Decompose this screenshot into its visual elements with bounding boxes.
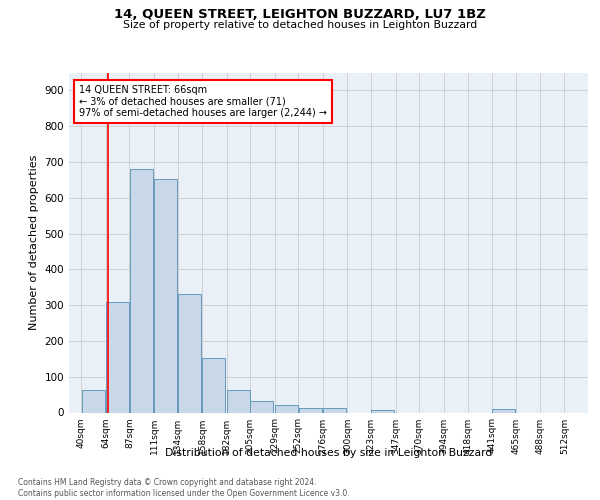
Y-axis label: Number of detached properties: Number of detached properties: [29, 155, 39, 330]
Bar: [227, 390, 250, 412]
Text: Contains HM Land Registry data © Crown copyright and database right 2024.
Contai: Contains HM Land Registry data © Crown c…: [18, 478, 350, 498]
Bar: [154, 179, 177, 412]
Bar: [202, 358, 226, 412]
Text: Size of property relative to detached houses in Leighton Buzzard: Size of property relative to detached ho…: [123, 20, 477, 30]
Bar: [371, 410, 394, 412]
Bar: [106, 302, 129, 412]
Text: 14 QUEEN STREET: 66sqm
← 3% of detached houses are smaller (71)
97% of semi-deta: 14 QUEEN STREET: 66sqm ← 3% of detached …: [79, 84, 327, 117]
Bar: [178, 294, 201, 412]
Bar: [323, 408, 346, 412]
Bar: [299, 408, 322, 412]
Bar: [82, 390, 104, 412]
Bar: [130, 169, 152, 412]
Bar: [275, 404, 298, 412]
Bar: [250, 401, 274, 412]
Text: Distribution of detached houses by size in Leighton Buzzard: Distribution of detached houses by size …: [165, 448, 493, 458]
Bar: [492, 409, 515, 412]
Text: 14, QUEEN STREET, LEIGHTON BUZZARD, LU7 1BZ: 14, QUEEN STREET, LEIGHTON BUZZARD, LU7 …: [114, 8, 486, 20]
